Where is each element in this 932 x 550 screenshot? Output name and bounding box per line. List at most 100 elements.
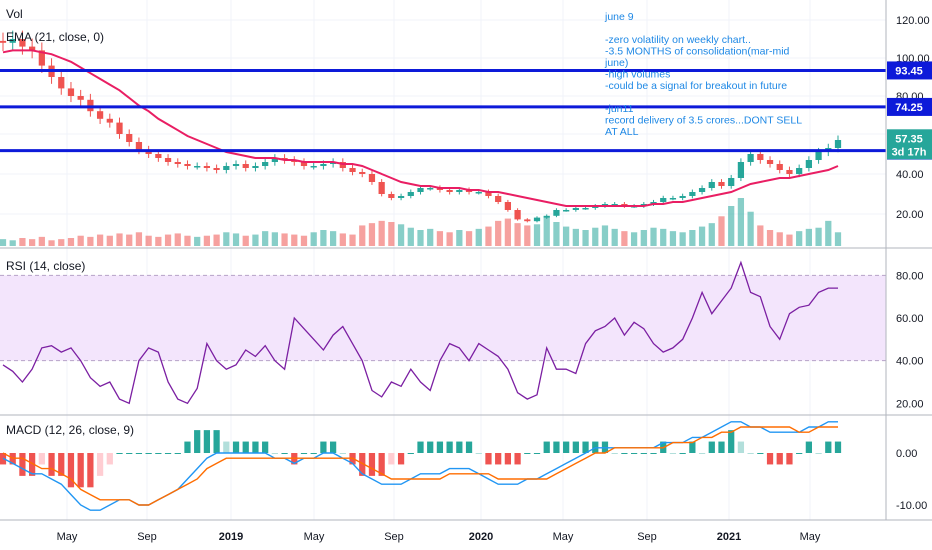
candle: [378, 179, 385, 197]
volume-bar: [378, 220, 385, 246]
histogram-bar: [834, 441, 842, 453]
annotation-line: -jun11: [605, 103, 634, 115]
histogram-bar: [397, 453, 405, 465]
volume-bar: [611, 228, 618, 246]
histogram-bar: [621, 453, 628, 454]
volume-bar: [708, 223, 715, 246]
level-price-tag: 93.45: [887, 61, 932, 80]
candle: [766, 156, 774, 168]
macd-tick-label: -10.00: [896, 500, 927, 512]
histogram-bar: [19, 453, 26, 476]
candle: [213, 164, 220, 174]
histogram-bar: [495, 453, 502, 465]
volume-bar: [126, 234, 133, 246]
volume-bar: [553, 222, 560, 246]
volume-bar: [87, 236, 94, 246]
volume-bar: [38, 236, 45, 246]
candle: [786, 166, 793, 178]
macd-histogram: [0, 430, 842, 488]
candle: [514, 208, 521, 221]
histogram-bar: [572, 441, 579, 453]
histogram-bar: [174, 453, 181, 454]
annotation-line: june 9: [604, 11, 634, 23]
time-tick-label: Sep: [637, 531, 657, 543]
annotation-note[interactable]: june 9 -zero volatility on weekly chart..…: [604, 11, 802, 138]
histogram-bar: [543, 441, 550, 453]
candle: [359, 168, 366, 178]
volume-bar: [465, 231, 473, 246]
candle: [543, 214, 550, 219]
volume-bar: [485, 226, 492, 246]
time-scale[interactable]: May Sep 2019 May Sep 2020 May Sep 2021 May: [57, 531, 821, 543]
price-scale[interactable]: 120.00100.0080.0040.0020.0080.0060.0040.…: [896, 15, 930, 512]
volume-bar: [281, 233, 288, 246]
candle: [669, 195, 677, 201]
volume-bar: [718, 216, 725, 246]
histogram-bar: [262, 441, 269, 453]
histogram-bar: [126, 453, 133, 454]
histogram-bar: [669, 453, 677, 454]
volume-bar: [834, 232, 842, 246]
candle: [747, 150, 754, 166]
volume-bar: [640, 230, 647, 246]
time-tick-label: May: [57, 531, 78, 543]
candlesticks[interactable]: [0, 30, 842, 223]
histogram-bar: [825, 441, 832, 453]
candle: [776, 160, 783, 174]
histogram-bar: [630, 453, 638, 454]
candle: [116, 117, 123, 139]
histogram-bar: [145, 453, 152, 454]
candle: [9, 30, 16, 52]
rsi-line: [2, 260, 838, 405]
histogram-bar: [106, 453, 113, 465]
volume-bar: [339, 233, 346, 246]
volume-bar: [689, 230, 696, 246]
volume-bar: [660, 228, 667, 246]
rsi-band-lines: [0, 274, 886, 362]
histogram-bar: [514, 453, 521, 465]
volume-bar: [543, 217, 550, 246]
histogram-bar: [757, 453, 764, 454]
histogram-bar: [611, 453, 618, 454]
volume-bar: [514, 223, 521, 246]
histogram-bar: [300, 453, 308, 454]
histogram-bar: [436, 441, 444, 453]
histogram-bar: [582, 441, 589, 453]
candle: [601, 202, 609, 208]
horizontal-levels[interactable]: [0, 68, 886, 153]
candle: [232, 160, 240, 170]
candle: [310, 162, 317, 170]
volume-bar: [407, 227, 414, 246]
histogram-bar: [368, 453, 376, 476]
svg-text:74.25: 74.25: [895, 102, 923, 114]
volume-bar: [621, 231, 628, 246]
annotation-line: june): [604, 57, 628, 69]
histogram-bar: [329, 441, 337, 453]
histogram-bar: [29, 453, 36, 476]
volume-bar: [300, 235, 308, 246]
rsi-tick-label: 20.00: [896, 398, 924, 410]
annotation-line: -high volumes: [605, 69, 670, 81]
histogram-bar: [271, 453, 278, 454]
volume-bar: [825, 220, 832, 246]
histogram-bar: [155, 453, 162, 454]
annotation-line: -zero volatility on weekly chart..: [605, 34, 751, 46]
volume-bar: [776, 232, 783, 246]
volume-bar: [495, 220, 502, 246]
histogram-bar: [281, 453, 288, 454]
candle: [203, 162, 211, 172]
candle: [252, 162, 259, 172]
histogram-bar: [232, 441, 240, 453]
candle: [300, 158, 308, 170]
volume-bar: [48, 240, 55, 246]
volume-bar: [271, 232, 278, 246]
volume-bars: [0, 198, 842, 246]
volume-bar: [669, 231, 677, 246]
histogram-bar: [553, 441, 560, 453]
volume-bar: [19, 238, 26, 246]
volume-bar: [349, 234, 356, 246]
volume-bar: [456, 230, 463, 246]
candle: [242, 160, 249, 172]
